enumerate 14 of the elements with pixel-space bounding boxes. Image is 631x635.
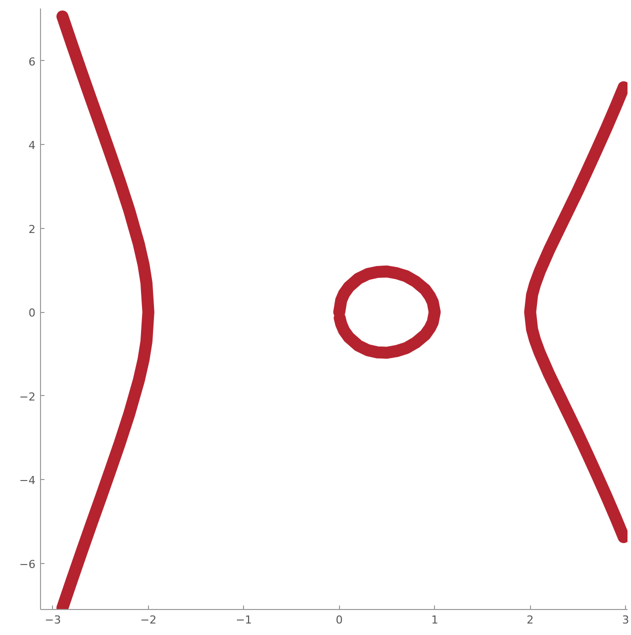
y-tick-label: 2 [28,222,36,236]
x-tick-label: 0 [336,614,343,626]
x-tick-label: −2 [140,614,156,626]
y-tick-label: 4 [28,139,36,152]
x-tick-label: 3 [622,614,630,626]
y-tick-label: −4 [19,474,36,488]
y-tick-label: −6 [19,558,36,571]
x-tick-label: 2 [526,614,534,626]
x-tick-label: −1 [236,614,252,626]
x-tick-label: 1 [431,614,438,626]
y-tick-label: 6 [28,55,36,68]
y-tick-label: 0 [28,306,36,320]
y-tick-label: −2 [19,390,36,404]
x-tick-label: −3 [44,614,62,626]
